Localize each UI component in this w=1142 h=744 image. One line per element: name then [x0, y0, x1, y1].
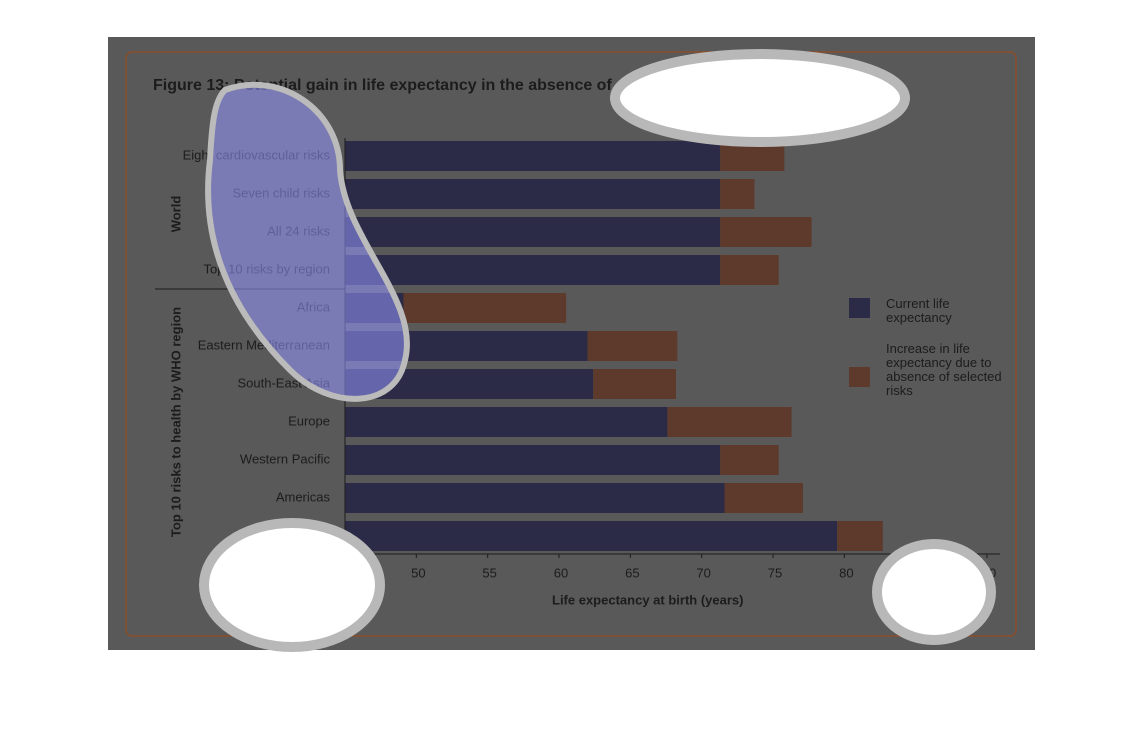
category-label: Americas: [276, 489, 331, 504]
bar-segment: [720, 445, 779, 475]
bar-segment: [345, 483, 725, 513]
x-tick-label: 55: [482, 565, 496, 580]
bar-segment: [345, 255, 721, 285]
highlight-blob: [205, 81, 410, 402]
bar-segment: [720, 179, 755, 209]
frame: [125, 51, 1017, 637]
group-label: World: [168, 196, 183, 233]
overlay: [199, 49, 996, 652]
bar-segment: [345, 141, 721, 171]
category-label: Western Pacific: [240, 451, 331, 466]
bar-segment: [720, 255, 779, 285]
bar-segment: [345, 217, 721, 247]
bar-segment: [345, 179, 721, 209]
group-label: Top 10 risks to health by WHO region: [168, 307, 183, 537]
bar-segment: [345, 521, 838, 551]
x-tick-label: 80: [839, 565, 853, 580]
bar-segment: [667, 407, 792, 437]
x-tick-label: 50: [411, 565, 425, 580]
bar-segment: [837, 521, 883, 551]
bar-segment: [587, 331, 678, 361]
category-label: Europe: [288, 413, 330, 428]
x-tick-label: 65: [625, 565, 639, 580]
legend-label: Current life expectancy: [886, 296, 952, 325]
x-tick-label: 75: [768, 565, 782, 580]
white-blob: [199, 518, 385, 652]
bar-segment: [403, 293, 567, 323]
white-blob: [872, 539, 996, 645]
bar-segment: [724, 483, 803, 513]
x-axis-label: Life expectancy at birth (years): [552, 592, 743, 607]
bar-segment: [345, 445, 721, 475]
x-tick-label: 70: [696, 565, 710, 580]
x-tick-label: 60: [554, 565, 568, 580]
white-blob: [610, 49, 910, 147]
bar-segment: [345, 407, 668, 437]
legend-swatch: [849, 298, 870, 318]
legend-swatch: [849, 367, 870, 387]
bar-segment: [593, 369, 676, 399]
bar-segment: [720, 217, 812, 247]
legend-label: Increase in life expectancy due to absen…: [886, 341, 1002, 398]
